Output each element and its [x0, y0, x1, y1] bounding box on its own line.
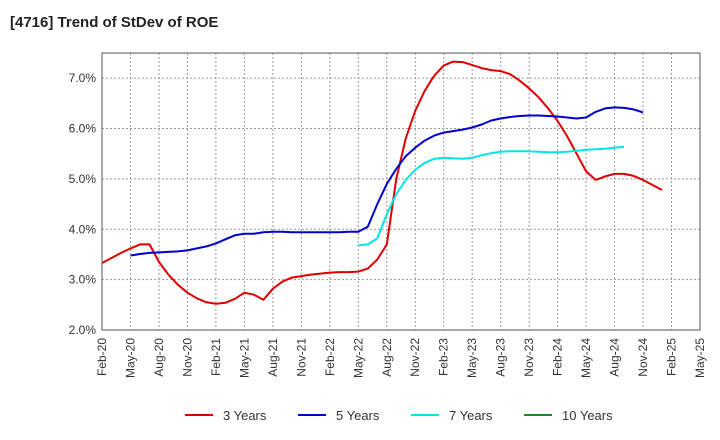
x-tick-label: Nov-24	[636, 338, 650, 377]
x-tick-label: Feb-24	[551, 338, 565, 376]
x-tick-label: Nov-23	[522, 338, 536, 377]
x-tick-label: Aug-20	[152, 338, 166, 377]
x-tick-label: Nov-21	[294, 338, 308, 377]
x-tick-label: Aug-24	[608, 338, 622, 377]
plot-frame	[101, 52, 701, 331]
series-line-7-years	[358, 145, 625, 247]
series-layer	[101, 60, 663, 305]
x-tick-label: Aug-21	[266, 338, 280, 377]
y-tick-label: 6.0%	[69, 122, 97, 136]
legend-layer: 3 Years 5 Years 7 Years 10 Years	[185, 408, 613, 423]
y-tick-label: 3.0%	[69, 273, 97, 287]
x-tick-label: May-20	[123, 338, 137, 378]
x-tick-label: Feb-20	[95, 338, 109, 376]
y-tick-label: 7.0%	[69, 71, 97, 85]
x-tick-label: Feb-21	[209, 338, 223, 376]
legend-label: 7 Years	[449, 408, 493, 423]
legend-label: 5 Years	[336, 408, 380, 423]
y-tick-label: 5.0%	[69, 172, 97, 186]
x-tick-label: Nov-20	[180, 338, 194, 377]
x-tick-label: May-23	[465, 338, 479, 378]
x-tick-label: Nov-22	[408, 338, 422, 377]
x-tick-label: Aug-22	[380, 338, 394, 377]
x-tick-label: Aug-23	[494, 338, 508, 377]
chart-title: [4716] Trend of StDev of ROE	[10, 14, 219, 31]
x-tick-label: May-22	[351, 338, 365, 378]
x-tick-label: Feb-25	[665, 338, 679, 376]
x-tick-label: May-25	[693, 338, 707, 378]
series-line-3-years	[101, 60, 663, 305]
x-tick-label: Feb-23	[437, 338, 451, 376]
legend-label: 10 Years	[562, 408, 613, 423]
grid-layer	[101, 53, 701, 331]
legend-label: 3 Years	[223, 408, 267, 423]
y-tick-label: 4.0%	[69, 222, 97, 236]
y-tick-label: 2.0%	[69, 323, 97, 337]
x-tick-label: Feb-22	[323, 338, 337, 376]
x-tick-label: May-21	[237, 338, 251, 378]
tick-layer: 2.0% 3.0% 4.0% 5.0% 6.0% 7.0% Feb-20 May-20 Aug-…	[69, 71, 707, 378]
series-line-5-years	[130, 106, 644, 257]
x-tick-label: May-24	[579, 338, 593, 378]
